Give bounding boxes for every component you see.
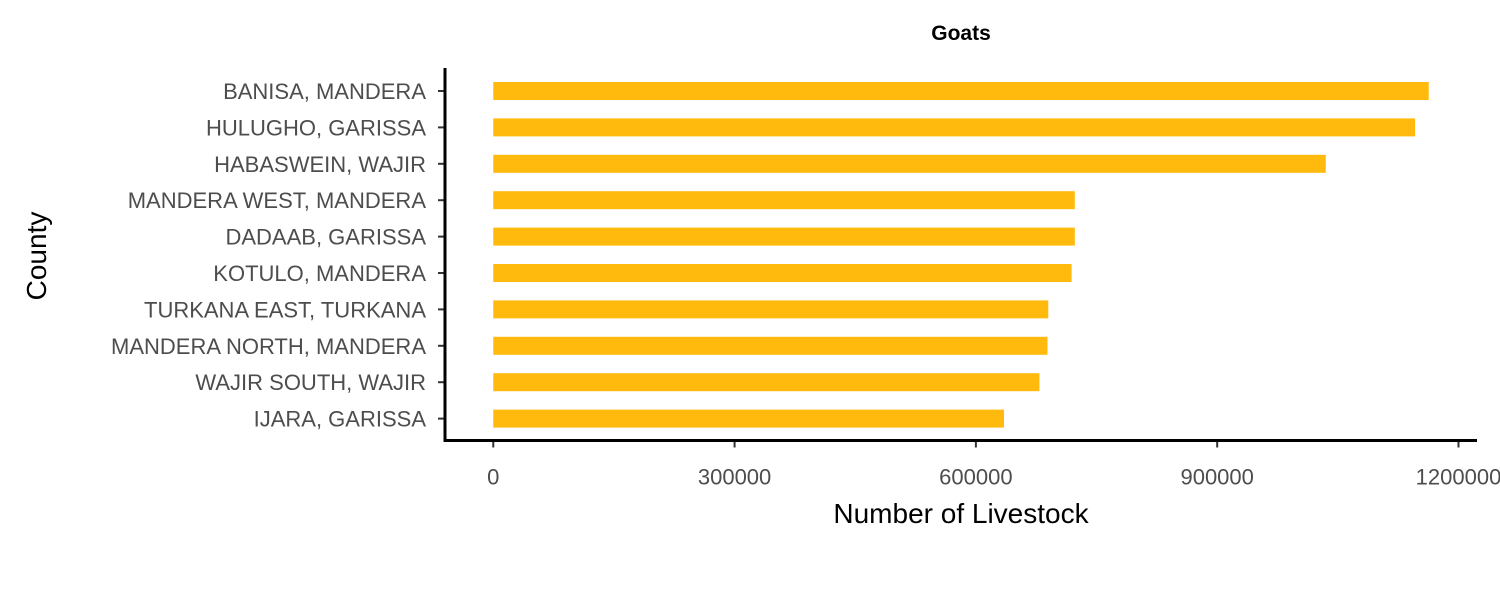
y-tick-label-9: IJARA, GARISSA: [254, 407, 427, 432]
x-tick-label-4: 1200000: [1416, 465, 1500, 490]
x-tick-label-1: 300000: [698, 465, 771, 490]
bar-4: [493, 227, 1075, 246]
y-tick-label-5: KOTULO, MANDERA: [213, 261, 426, 286]
x-tick-label-0: 0: [487, 465, 499, 490]
y-tick-label-4: DADAAB, GARISSA: [225, 225, 426, 250]
y-tick-label-8: WAJIR SOUTH, WAJIR: [195, 370, 426, 395]
bar-6: [493, 300, 1049, 319]
bar-7: [493, 336, 1048, 355]
bar-2: [493, 154, 1326, 173]
x-axis-title: Number of Livestock: [833, 498, 1089, 529]
bar-8: [493, 373, 1040, 392]
y-tick-label-0: BANISA, MANDERA: [223, 79, 426, 104]
bars-group: [493, 82, 1429, 428]
bar-9: [493, 409, 1005, 428]
y-axis-ticks: BANISA, MANDERA HULUGHO, GARISSA HABASWEIN…: [111, 79, 445, 432]
y-tick-label-7: MANDERA NORTH, MANDERA: [111, 334, 426, 359]
y-tick-label-3: MANDERA WEST, MANDERA: [128, 188, 427, 213]
y-tick-label-1: HULUGHO, GARISSA: [206, 115, 426, 140]
x-tick-label-3: 900000: [1180, 465, 1253, 490]
y-axis-title: County: [21, 212, 52, 301]
y-tick-label-2: HABASWEIN, WAJIR: [214, 152, 426, 177]
y-tick-label-6: TURKANA EAST, TURKANA: [144, 297, 426, 322]
bar-0: [493, 82, 1429, 100]
bar-5: [493, 264, 1072, 282]
chart-title: Goats: [931, 22, 991, 45]
bar-3: [493, 191, 1075, 210]
bar-1: [493, 118, 1416, 137]
x-tick-label-2: 600000: [939, 465, 1012, 490]
x-axis-ticks: 0 300000 600000 900000 1200000: [487, 440, 1500, 490]
